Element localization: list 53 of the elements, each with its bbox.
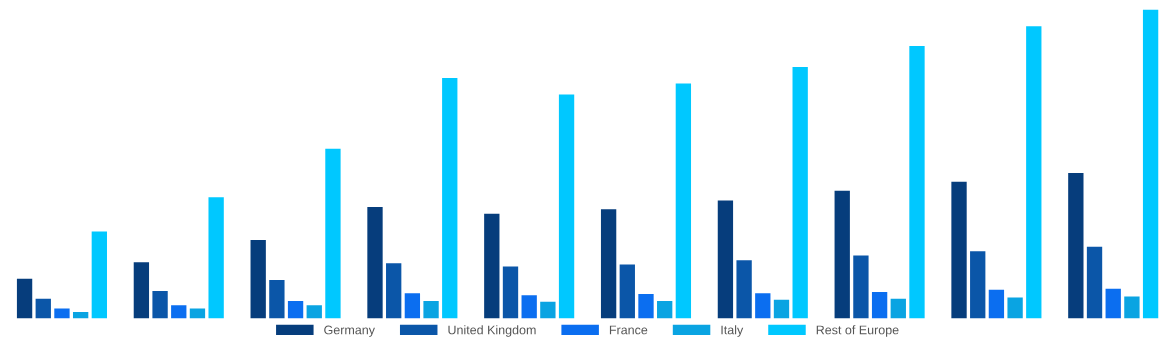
bar [638, 294, 654, 319]
bar [423, 300, 439, 319]
bar [951, 181, 967, 319]
bar [1026, 26, 1042, 319]
legend-label: Rest of Europe [816, 325, 899, 337]
legend-label: France [609, 325, 648, 335]
bar [792, 67, 808, 319]
bar [834, 190, 850, 319]
bar [1142, 9, 1159, 319]
bar [442, 77, 458, 319]
bar [558, 94, 575, 319]
bar [171, 305, 187, 319]
bar [521, 295, 537, 319]
bar [736, 260, 752, 319]
bar [72, 312, 89, 319]
bar [16, 278, 33, 319]
bar [1086, 246, 1103, 319]
bar [208, 197, 224, 319]
bar [1124, 296, 1140, 319]
bar [152, 291, 168, 319]
bar [250, 240, 266, 319]
legend-label: Italy [721, 325, 744, 337]
bar [484, 213, 500, 319]
bar [619, 264, 635, 319]
bar [890, 298, 906, 319]
bar [600, 209, 617, 319]
bar [269, 279, 285, 319]
bar [91, 231, 107, 319]
bar [367, 207, 383, 319]
bar [54, 308, 70, 319]
bar [773, 299, 790, 319]
bar [386, 263, 402, 319]
bar [755, 293, 771, 319]
bar [404, 293, 421, 319]
legend-label: United Kingdom [448, 325, 536, 337]
bar [970, 251, 986, 319]
bar [306, 305, 322, 319]
legend-label: Germany [324, 325, 375, 337]
bar [1105, 288, 1121, 319]
bar [717, 200, 734, 319]
bar [657, 300, 673, 319]
bar [540, 301, 556, 319]
bar [35, 298, 51, 319]
bar [287, 300, 304, 319]
bar [502, 266, 519, 319]
bar [325, 148, 341, 319]
bar [675, 83, 692, 319]
bar [988, 289, 1005, 319]
bar [909, 46, 925, 319]
bar [133, 262, 150, 319]
bar [853, 255, 869, 319]
bar [1007, 297, 1023, 319]
bar [871, 291, 888, 319]
